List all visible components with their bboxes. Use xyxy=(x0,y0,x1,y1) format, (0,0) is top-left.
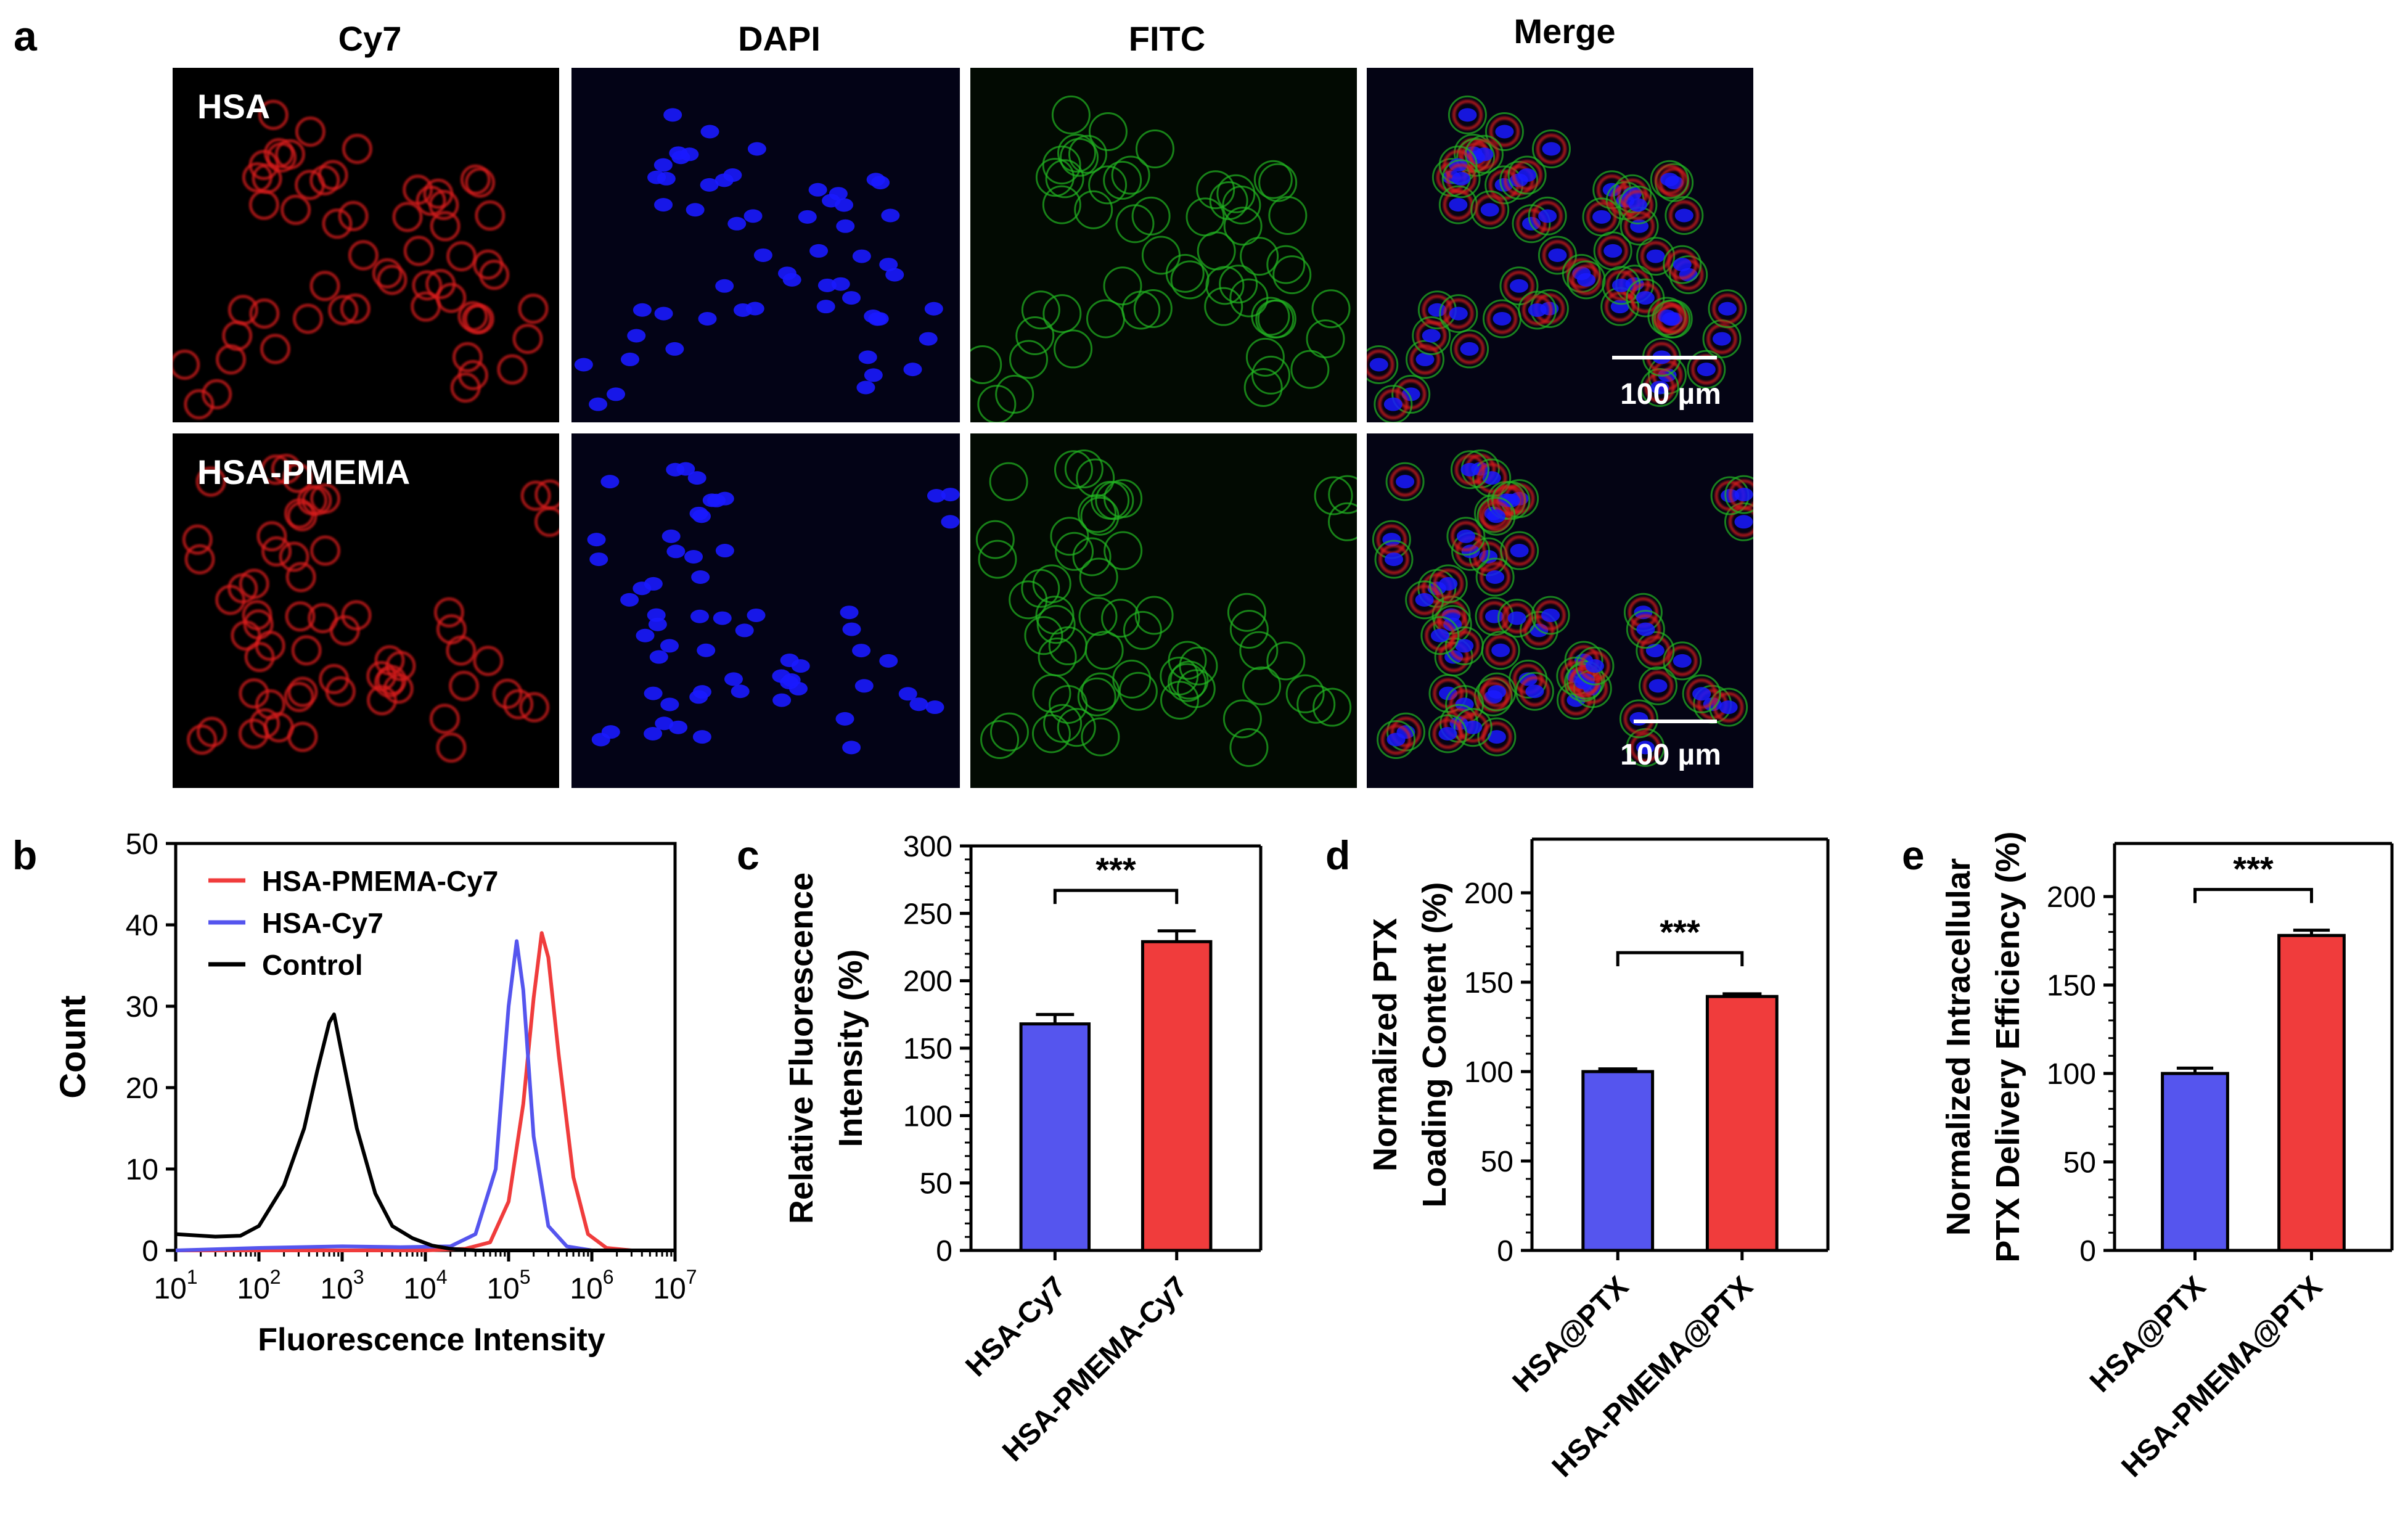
x-tick-label: 104 xyxy=(403,1266,447,1305)
panel-c-letter: c xyxy=(737,832,760,878)
y-tick-label: 100 xyxy=(1464,1056,1513,1089)
bar-hsa-ptx xyxy=(2161,1072,2229,1252)
charts-b-to-e: b 0 10 20 30 40 50 101 102 103 104 105 106 107 HSA-PME… xyxy=(12,828,2394,1483)
cell-texture xyxy=(574,108,943,411)
y-axis-label-line: Intensity (%) xyxy=(832,949,869,1147)
y-tick-label: 0 xyxy=(936,1235,952,1268)
y-tick-label: 150 xyxy=(903,1033,952,1065)
bar-hsa-cy7 xyxy=(1019,1022,1091,1252)
y-tick-label: 50 xyxy=(2063,1147,2096,1180)
significance-stars: *** xyxy=(1095,850,1136,889)
significance-stars: *** xyxy=(2233,850,2274,888)
significance-bracket xyxy=(2193,888,2313,903)
row-label-hsa: HSA xyxy=(197,87,270,126)
x-tick-label: 107 xyxy=(653,1266,697,1305)
y-tick-label: 50 xyxy=(126,828,158,861)
significance-bracket xyxy=(1053,888,1179,905)
y-tick-label: 0 xyxy=(1497,1235,1513,1268)
micrograph-hsa-fitc xyxy=(970,68,1357,422)
y-axis-label-line: Loading Content (%) xyxy=(1416,882,1453,1208)
y-axis-label: Count xyxy=(53,995,93,1099)
y-axis-label-line: PTX Delivery Efficiency (%) xyxy=(1989,831,2026,1262)
x-axis-label: Fluorescence Intensity xyxy=(258,1322,605,1358)
panel-e-letter: e xyxy=(1902,832,1925,878)
y-tick-label: 150 xyxy=(2047,970,2096,1003)
cell-texture xyxy=(970,95,1351,422)
micrograph-hsa-dapi xyxy=(571,68,960,422)
bar-hsa-pmema-ptx xyxy=(1705,995,1779,1252)
category-label: HSA-PMEMA@PTX xyxy=(2115,1270,2328,1483)
column-label-fitc: FITC xyxy=(1129,19,1205,58)
y-tick-label: 0 xyxy=(142,1235,158,1268)
significance-bracket xyxy=(1616,951,1744,967)
y-tick-label: 150 xyxy=(1464,967,1513,999)
scale-bar-label-top: 100 µm xyxy=(1620,378,1721,411)
y-tick-label: 50 xyxy=(1481,1146,1513,1178)
y-tick-label: 300 xyxy=(903,831,952,863)
y-tick-label: 20 xyxy=(126,1072,158,1105)
row-label-hsa-pmema: HSA-PMEMA xyxy=(197,453,410,491)
y-tick-label: 100 xyxy=(903,1100,952,1133)
panel-b-letter: b xyxy=(12,832,37,878)
y-axis-label-line: Relative Fluorescence xyxy=(783,872,820,1224)
y-tick-label: 40 xyxy=(126,909,158,942)
y-tick-label: 200 xyxy=(1464,877,1513,910)
cell-texture xyxy=(975,449,1357,767)
panel-a-micrographs: a Cy7 DAPI FITC Merge HSA HSA-PMEMA 100 … xyxy=(14,12,1753,788)
micrograph-hsapmema-dapi xyxy=(571,433,960,788)
category-label: HSA-PMEMA@PTX xyxy=(1546,1270,1759,1483)
panel-a-letter: a xyxy=(14,13,38,60)
y-tick-label: 50 xyxy=(920,1168,952,1200)
chart-panel-c: c050100150200250300HSA-Cy7HSA-PMEMA-Cy7*… xyxy=(737,831,1263,1468)
category-label: HSA@PTX xyxy=(1507,1270,1635,1398)
x-tick-label: 105 xyxy=(486,1266,530,1305)
category-label: HSA@PTX xyxy=(2084,1270,2212,1398)
y-tick-label: 100 xyxy=(2047,1058,2096,1091)
column-label-dapi: DAPI xyxy=(738,19,821,58)
micrograph-hsapmema-fitc xyxy=(970,433,1357,788)
series-line-control xyxy=(175,1012,675,1252)
x-tick-label: 103 xyxy=(320,1266,364,1305)
legend-label: Control xyxy=(262,949,363,981)
cell-texture xyxy=(173,99,549,420)
legend-label: HSA-Cy7 xyxy=(262,907,383,939)
category-label: HSA-Cy7 xyxy=(959,1270,1072,1383)
y-tick-label: 10 xyxy=(126,1154,158,1186)
scale-bar-label-bottom: 100 µm xyxy=(1620,739,1721,771)
micrograph-hsa-cy7 xyxy=(173,68,559,422)
cell-images xyxy=(173,95,1753,767)
cell-texture xyxy=(587,462,960,755)
significance-stars: *** xyxy=(1660,913,1700,951)
legend-label: HSA-PMEMA-Cy7 xyxy=(262,865,498,897)
chart-panel-b: b 0 10 20 30 40 50 101 102 103 104 105 106 107 HSA-PME… xyxy=(12,828,697,1358)
y-axis-label-line: Normalized PTX xyxy=(1367,918,1404,1171)
column-label-merge: Merge xyxy=(1514,12,1616,51)
bar-hsa-pmema-ptx xyxy=(2277,933,2346,1252)
x-tick-label: 101 xyxy=(154,1266,197,1305)
series-line-hsa-pmema-cy7 xyxy=(176,931,675,1252)
y-tick-label: 250 xyxy=(903,898,952,930)
cell-texture xyxy=(182,454,559,763)
x-tick-label: 102 xyxy=(237,1266,281,1305)
bar-hsa-pmema-cy7 xyxy=(1141,940,1213,1252)
y-tick-label: 30 xyxy=(126,991,158,1024)
cell-texture xyxy=(1367,95,1747,422)
plot-frame xyxy=(174,842,677,1252)
column-label-cy7: Cy7 xyxy=(338,19,402,58)
bar-hsa-ptx xyxy=(1581,1070,1655,1252)
micrograph-hsa-merge xyxy=(1367,68,1753,422)
y-axis-label-line: Normalized Intracellular xyxy=(1940,858,1977,1236)
y-tick-label: 200 xyxy=(903,966,952,998)
x-tick-label: 106 xyxy=(570,1266,613,1305)
y-tick-label: 200 xyxy=(2047,881,2096,914)
cell-texture xyxy=(1372,449,1753,767)
panel-d-letter: d xyxy=(1325,832,1350,878)
y-tick-label: 0 xyxy=(2079,1235,2096,1268)
series-line-hsa-cy7 xyxy=(175,939,675,1252)
